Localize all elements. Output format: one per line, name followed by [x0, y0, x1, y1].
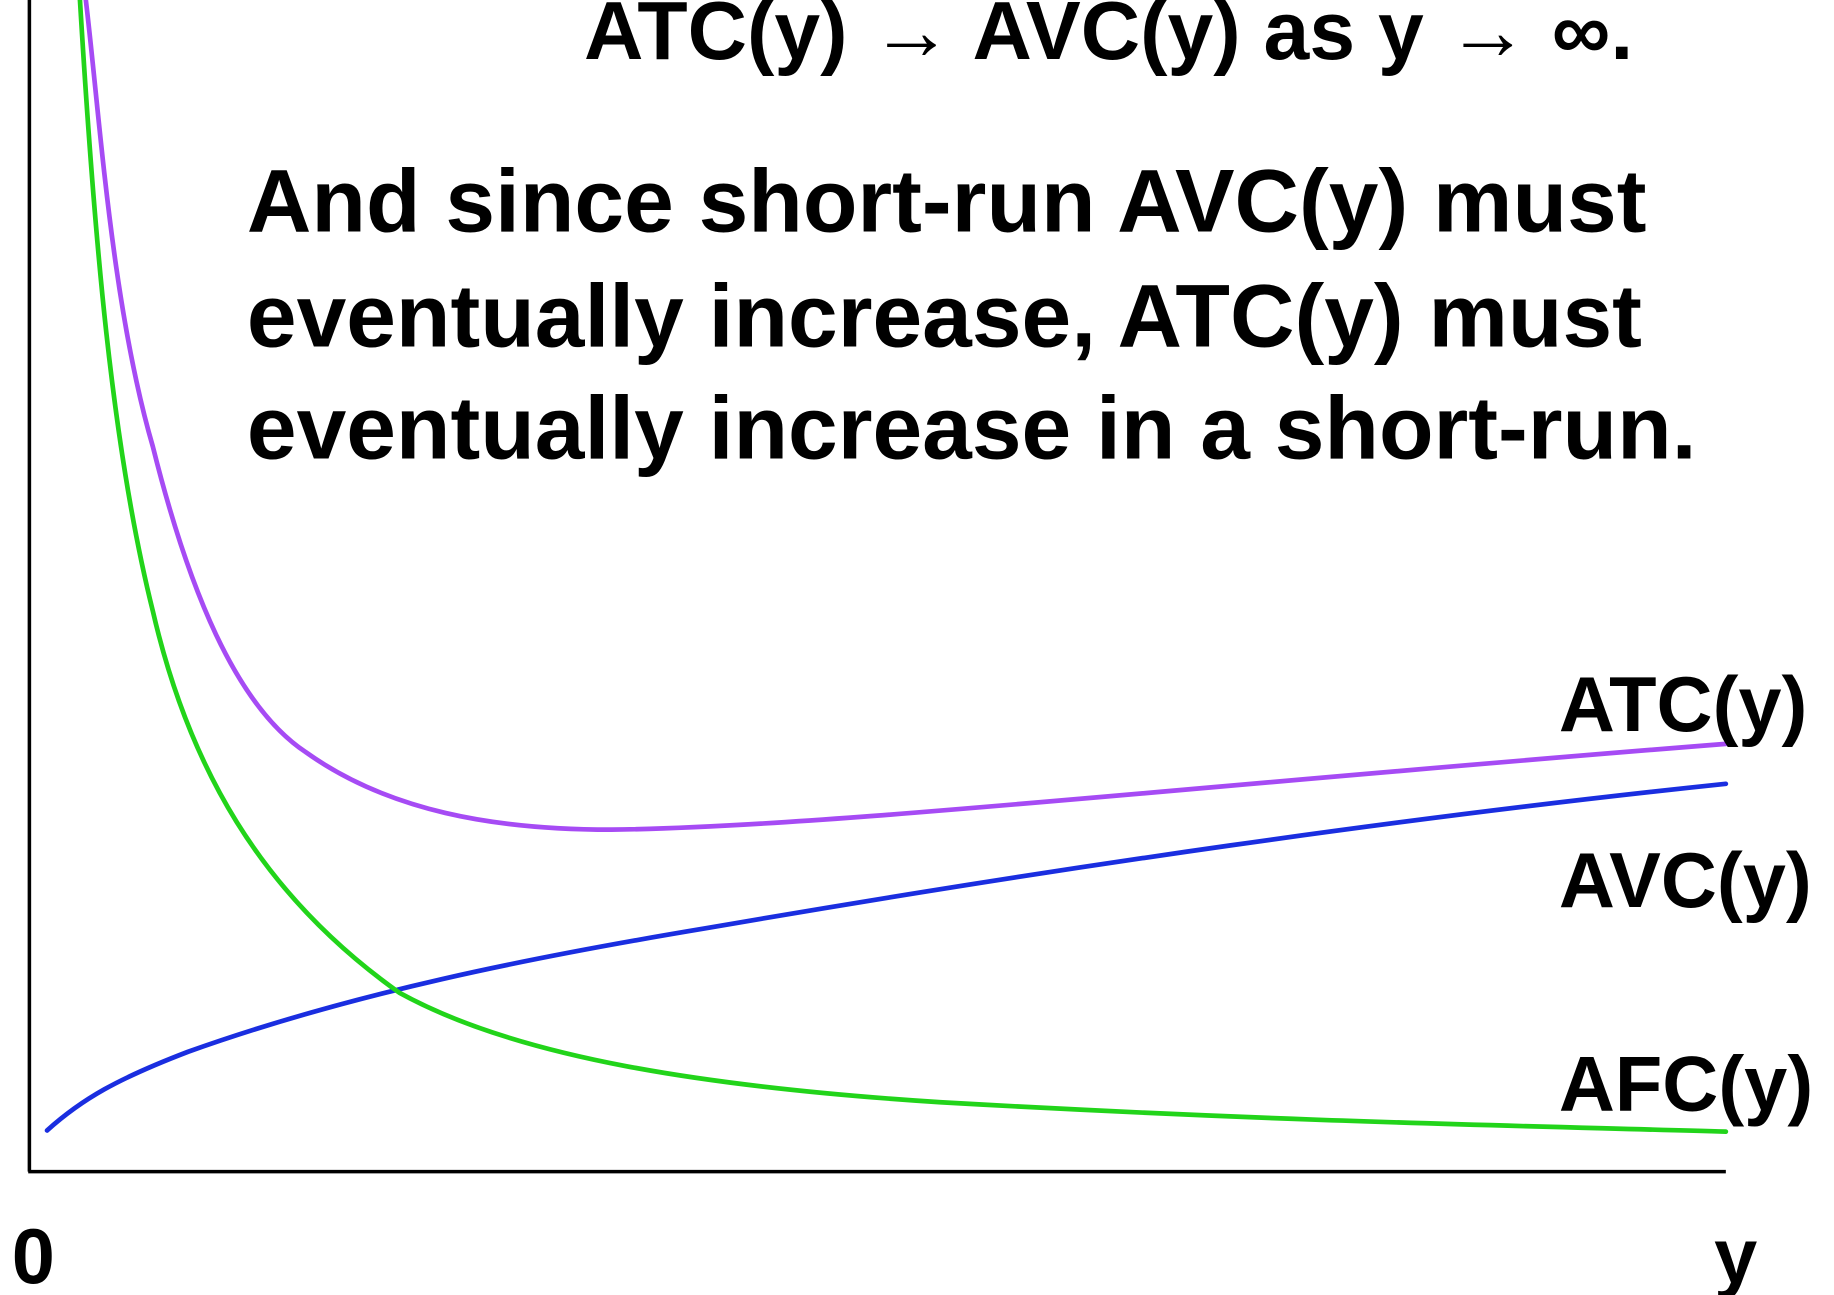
x-axis-label: y — [1714, 1214, 1757, 1295]
origin-label: 0 — [12, 1214, 55, 1295]
heading: ATC(y) → AVC(y) as y → ∞. — [584, 0, 1633, 77]
curve-label: AVC(y) — [1559, 838, 1812, 924]
atc-curve — [83, 0, 1729, 832]
afc-curve — [77, 0, 1729, 1135]
curve-label: ATC(y) — [1559, 662, 1808, 748]
paragraph-line: And since short-run AVC(y) must — [247, 151, 1647, 251]
avc-curve — [44, 781, 1729, 1133]
paragraph-line: eventually increase in a short-run. — [247, 377, 1697, 477]
curve-label: AFC(y) — [1559, 1042, 1813, 1128]
paragraph-line: eventually increase, ATC(y) must — [247, 266, 1642, 366]
